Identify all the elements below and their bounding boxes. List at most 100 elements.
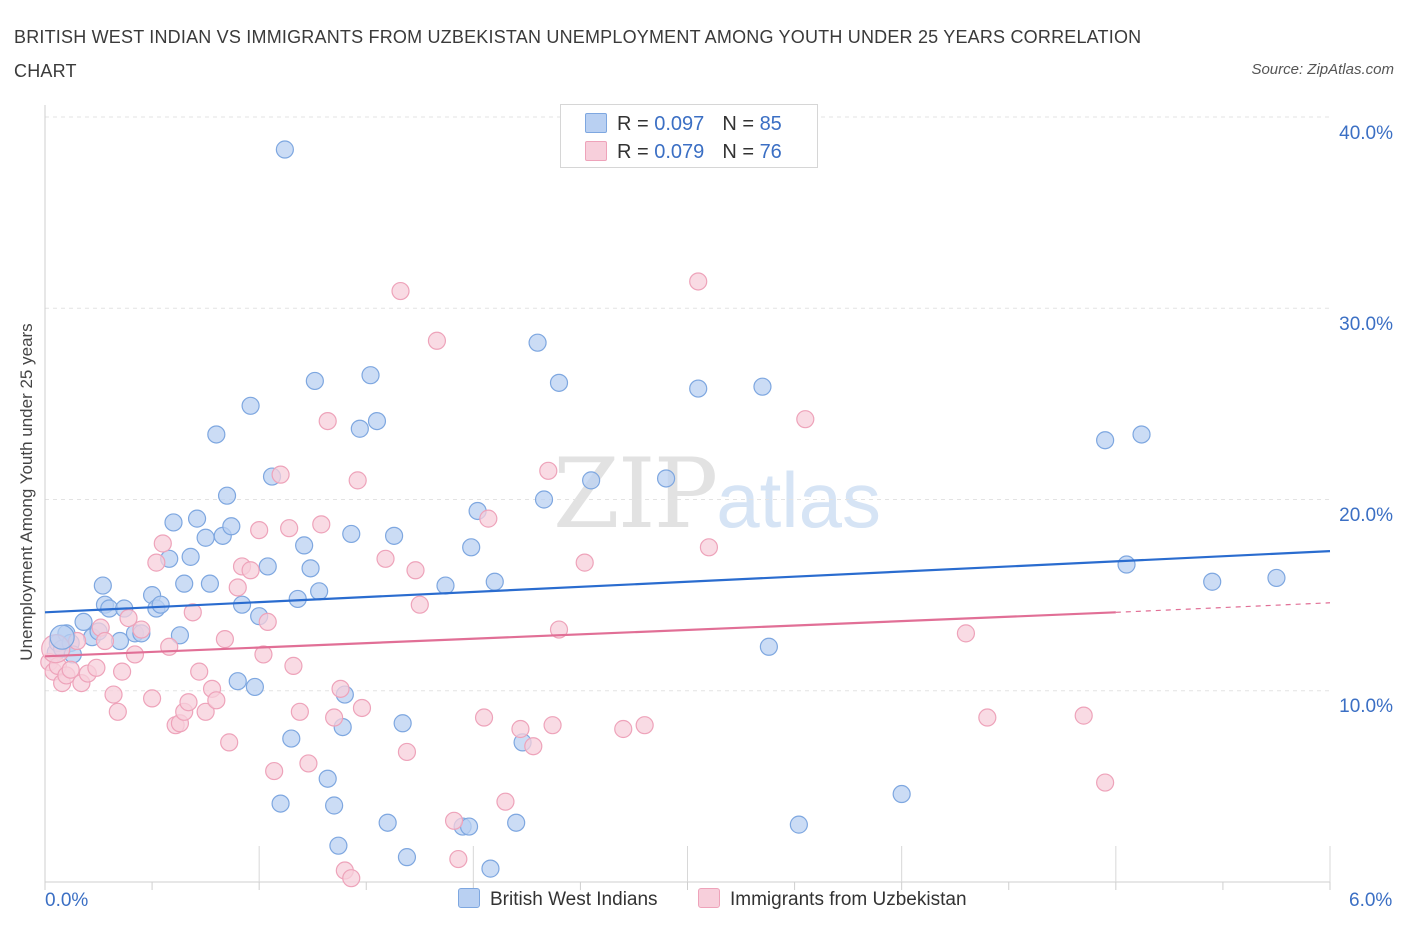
point-british-west-indians [1132,425,1151,444]
point-immigrants-uzbekistan [348,471,367,490]
point-immigrants-uzbekistan [215,630,234,649]
trendline-british-west-indians [44,550,1331,614]
point-immigrants-uzbekistan [147,553,166,572]
legend-n-value: 76 [759,141,782,163]
legend-n-label: N = [722,113,760,135]
point-immigrants-uzbekistan [614,719,633,739]
point-british-west-indians [759,637,778,656]
point-british-west-indians [789,815,808,834]
point-british-west-indians [582,471,601,490]
legend-row-pink: R = 0.079 N = 76 [585,141,782,167]
bottom-legend-item-blue: British West Indians [458,888,658,911]
point-immigrants-uzbekistan [196,702,215,721]
point-immigrants-uzbekistan [539,461,558,480]
point-immigrants-uzbekistan [284,656,303,675]
legend-r-label: R = [617,113,655,135]
point-british-west-indians [271,794,290,813]
point-british-west-indians [275,140,294,159]
point-immigrants-uzbekistan [132,620,151,639]
point-immigrants-uzbekistan [87,658,106,677]
point-british-west-indians [217,486,237,505]
point-british-west-indians [49,624,75,650]
point-immigrants-uzbekistan [699,538,719,557]
point-british-west-indians [329,836,348,855]
point-immigrants-uzbekistan [250,520,269,540]
point-british-west-indians [481,859,500,878]
legend-n-label: N = [722,141,760,163]
y-tick-label: 20.0% [1339,505,1393,526]
point-british-west-indians [549,373,569,392]
point-immigrants-uzbekistan [524,737,543,756]
point-british-west-indians [175,574,194,593]
point-british-west-indians [196,528,215,547]
legend-r-value: 0.079 [654,141,705,163]
point-immigrants-uzbekistan [241,561,260,580]
y-tick-label: 10.0% [1339,696,1393,717]
point-immigrants-uzbekistan [271,465,290,484]
y-tick-label: 40.0% [1339,123,1393,144]
point-immigrants-uzbekistan [290,702,309,721]
point-british-west-indians [393,714,412,733]
legend-r-value: 0.097 [654,113,705,135]
point-british-west-indians [367,411,387,431]
point-immigrants-uzbekistan [449,849,468,869]
point-british-west-indians [689,379,708,398]
point-immigrants-uzbekistan [112,662,132,681]
point-british-west-indians [74,612,93,632]
y-tick-label: 30.0% [1339,314,1393,335]
point-british-west-indians [1267,568,1286,588]
source-label: Source: ZipAtlas.com [1251,61,1394,78]
point-immigrants-uzbekistan [391,281,410,301]
point-immigrants-uzbekistan [254,645,273,664]
bottom-legend-swatch-blue [458,888,480,908]
point-immigrants-uzbekistan [543,716,562,735]
point-immigrants-uzbekistan [160,637,179,656]
point-british-west-indians [258,557,277,576]
point-british-west-indians [507,813,526,832]
point-british-west-indians [528,333,547,352]
point-immigrants-uzbekistan [331,679,350,698]
point-british-west-indians [181,547,200,566]
point-immigrants-uzbekistan [479,509,498,528]
point-immigrants-uzbekistan [406,561,425,580]
point-british-west-indians [301,559,320,578]
point-immigrants-uzbekistan [956,624,976,643]
legend-row-blue: R = 0.097 N = 85 [585,113,782,139]
point-immigrants-uzbekistan [95,631,115,651]
point-immigrants-uzbekistan [689,272,708,291]
point-immigrants-uzbekistan [207,691,226,710]
point-immigrants-uzbekistan [280,519,299,538]
point-immigrants-uzbekistan [496,792,515,811]
point-british-west-indians [200,574,220,593]
point-immigrants-uzbekistan [796,410,815,429]
point-immigrants-uzbekistan [190,662,209,681]
point-immigrants-uzbekistan [635,716,654,735]
point-british-west-indians [485,572,504,591]
chart-title: BRITISH WEST INDIAN VS IMMIGRANTS FROM U… [14,27,1142,81]
point-immigrants-uzbekistan [397,742,417,762]
point-british-west-indians [305,371,324,391]
point-immigrants-uzbekistan [108,702,127,721]
point-british-west-indians [1117,555,1136,574]
point-british-west-indians [295,536,314,555]
point-british-west-indians [318,769,337,788]
point-immigrants-uzbekistan [342,869,361,888]
point-british-west-indians [310,582,329,601]
point-british-west-indians [656,469,676,488]
point-immigrants-uzbekistan [142,689,162,708]
point-british-west-indians [93,576,112,595]
point-immigrants-uzbekistan [125,645,145,664]
trendline-immigrants-uzbekistan-extension [1115,602,1331,613]
point-british-west-indians [228,672,247,691]
point-british-west-indians [1203,572,1222,591]
point-british-west-indians [151,595,170,614]
point-immigrants-uzbekistan [511,719,530,739]
point-immigrants-uzbekistan [228,578,247,597]
point-british-west-indians [245,677,264,697]
point-immigrants-uzbekistan [444,811,464,830]
y-axis-label: Unemployment Among Youth under 25 years [17,323,36,661]
legend-n-value: 85 [759,113,782,135]
point-british-west-indians [462,538,481,557]
point-british-west-indians [397,848,417,867]
point-immigrants-uzbekistan [312,515,331,534]
